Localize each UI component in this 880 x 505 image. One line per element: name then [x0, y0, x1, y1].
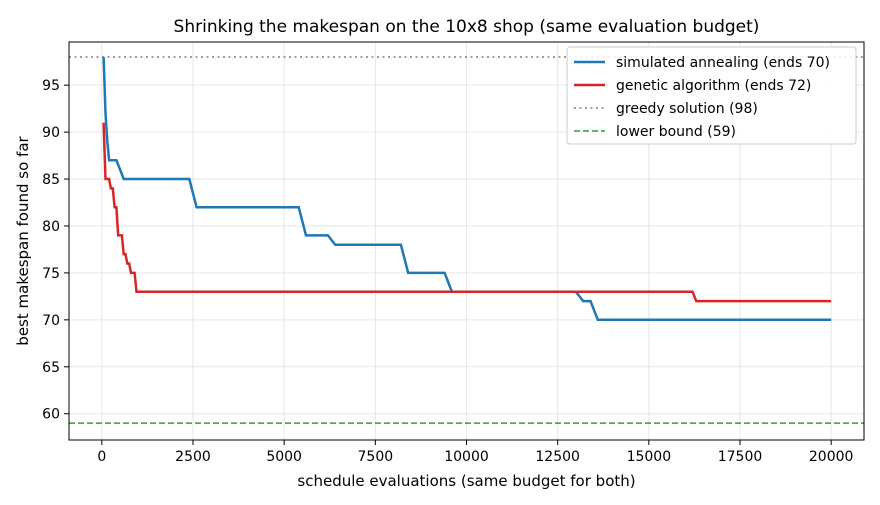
y-tick-label: 80: [42, 219, 60, 235]
legend-box: [566, 46, 857, 145]
x-axis-ticks: 0 2500 5000 7500 10000 12500 15000 17500 20000: [97, 440, 853, 465]
series-line-genetic-algorithm-ends-72: [102, 122, 832, 303]
y-axis-title: best makespan found so far: [14, 135, 32, 345]
x-tick-label: 12500: [535, 449, 580, 465]
x-tick-label: 5000: [266, 449, 302, 465]
legend-label-lower-bound-59: lower bound (59): [616, 124, 736, 140]
x-tick-label: 2500: [175, 449, 211, 465]
y-tick-label: 70: [42, 313, 60, 329]
legend: simulated annealing (ends 70) genetic alg…: [566, 46, 857, 145]
y-tick-label: 60: [42, 407, 60, 423]
legend-label-genetic-algorithm-ends-72: genetic algorithm (ends 72): [616, 78, 811, 94]
chart-title: Shrinking the makespan on the 10x8 shop …: [174, 17, 760, 37]
grid: [69, 42, 864, 440]
y-tick-label: 65: [42, 360, 60, 376]
y-tick-label: 75: [42, 266, 60, 282]
x-tick-label: 20000: [809, 449, 854, 465]
series-line-simulated-annealing-ends-70: [102, 56, 832, 322]
reference-lines: [69, 56, 864, 424]
x-tick-label: 7500: [358, 449, 394, 465]
y-tick-label: 95: [42, 78, 60, 94]
x-tick-label: 10000: [444, 449, 489, 465]
x-tick-label: 0: [97, 449, 106, 465]
x-axis-title: schedule evaluations (same budget for bo…: [297, 472, 635, 490]
x-tick-label: 15000: [627, 449, 672, 465]
x-tick-label: 17500: [718, 449, 763, 465]
legend-label-simulated-annealing-ends-70: simulated annealing (ends 70): [616, 55, 830, 71]
y-axis-ticks: 60 65 70 75 80 85 90 95: [42, 78, 69, 423]
y-tick-label: 85: [42, 172, 60, 188]
y-tick-label: 90: [42, 125, 60, 141]
legend-label-greedy-solution-98: greedy solution (98): [616, 101, 758, 117]
data-series: [102, 56, 832, 322]
